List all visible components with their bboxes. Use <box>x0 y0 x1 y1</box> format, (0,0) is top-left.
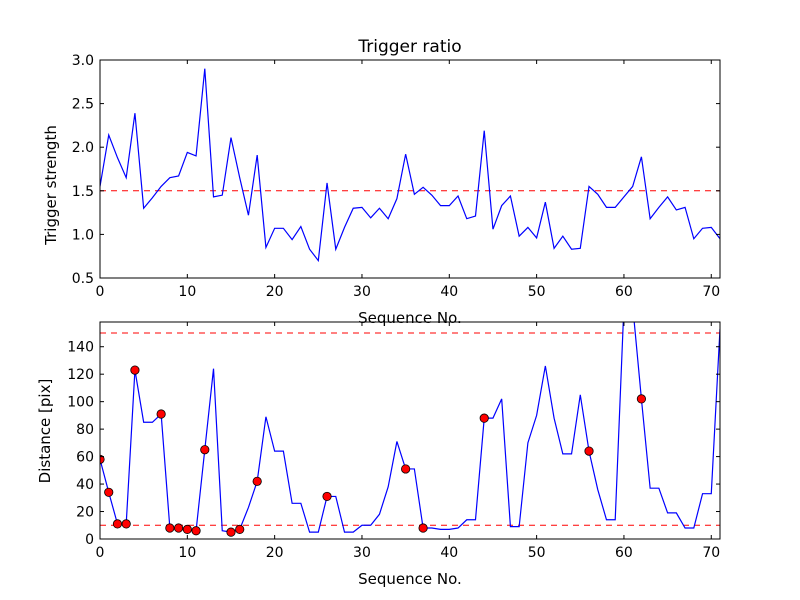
y-tick-label: 3.0 <box>72 53 94 69</box>
data-point-marker <box>121 519 131 529</box>
data-point-marker <box>401 464 411 474</box>
data-point-marker <box>252 476 262 486</box>
data-point-marker <box>479 413 489 423</box>
y-tick-label: 100 <box>67 395 94 411</box>
y-tick-label: 60 <box>76 450 94 466</box>
trigger-ratio-chart: Trigger ratio Sequence No. Trigger stren… <box>42 37 721 327</box>
data-point-marker <box>156 409 166 419</box>
axes-frame <box>99 321 721 540</box>
data-point-marker <box>322 491 332 502</box>
data-point-marker <box>165 523 175 533</box>
y-tick-label: 140 <box>67 340 94 356</box>
x-axis-label: Sequence No. <box>358 309 462 327</box>
chart-title: Trigger ratio <box>357 37 461 57</box>
x-tick-label: 30 <box>353 545 371 561</box>
x-tick-label: 50 <box>528 545 546 561</box>
x-tick-label: 30 <box>353 284 371 300</box>
x-tick-label: 40 <box>440 284 458 300</box>
data-point-marker <box>584 446 594 456</box>
y-tick-label: 2.5 <box>72 97 94 113</box>
x-tick-label: 60 <box>615 545 633 561</box>
y-tick-label: 1.0 <box>72 227 94 243</box>
y-tick-label: 0 <box>85 532 94 548</box>
y-tick-label: 20 <box>76 505 94 521</box>
plot-area <box>100 322 720 537</box>
plot-area <box>100 68 720 263</box>
y-tick-label: 80 <box>76 422 94 438</box>
y-tick-label: 120 <box>67 367 94 383</box>
axes-frame <box>99 59 721 279</box>
y-tick-label: 2.0 <box>72 140 94 156</box>
data-point-marker <box>112 519 123 529</box>
x-tick-label: 70 <box>702 545 720 561</box>
y-axis-label: Distance [pix] <box>36 379 54 484</box>
y-tick-label: 40 <box>76 477 94 493</box>
data-point-marker <box>130 365 140 375</box>
x-tick-label: 20 <box>266 284 284 300</box>
data-point-marker <box>418 523 428 533</box>
x-tick-label: 10 <box>178 284 196 300</box>
x-tick-label: 50 <box>528 284 546 300</box>
x-tick-label: 10 <box>178 545 196 561</box>
x-tick-label: 40 <box>440 545 458 561</box>
y-tick-label: 0.5 <box>72 271 94 287</box>
data-point-marker <box>636 394 647 404</box>
series-line <box>100 68 720 263</box>
x-tick-label: 20 <box>266 545 284 561</box>
x-axis-label: Sequence No. <box>358 570 462 588</box>
x-tick-label: 0 <box>96 284 105 300</box>
data-point-marker <box>182 524 192 534</box>
data-point-marker <box>226 527 236 537</box>
data-point-marker <box>200 445 210 455</box>
x-tick-label: 0 <box>96 545 105 561</box>
data-point-marker <box>191 526 201 536</box>
y-axis-label: Trigger strength <box>42 125 60 246</box>
x-tick-label: 60 <box>615 284 633 300</box>
data-point-marker <box>235 524 245 534</box>
data-point-marker <box>173 523 184 533</box>
y-tick-label: 1.5 <box>72 184 94 200</box>
data-point-marker <box>104 487 114 497</box>
distance-chart: Sequence No. Distance [pix] 0 10 20 30 40 50 6… <box>36 321 721 588</box>
x-tick-label: 70 <box>702 284 720 300</box>
